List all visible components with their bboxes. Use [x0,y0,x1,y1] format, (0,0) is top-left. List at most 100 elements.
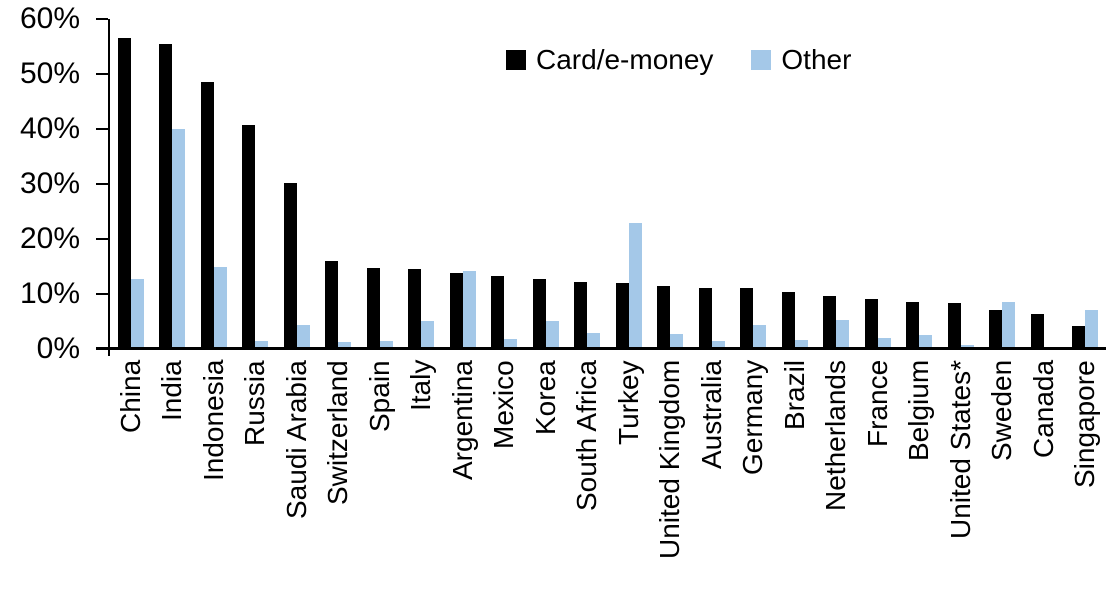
card-e-money-bar [117,38,131,347]
x-label-cell: Indonesia [193,360,235,592]
other-bar [130,279,144,347]
x-axis-line [96,347,1106,350]
bar-group-russia [235,17,277,347]
y-axis-tick-label: 10% [19,277,80,310]
x-label-cell: Netherlands [816,360,858,592]
other-bar [919,335,933,347]
legend: Card/e-money Other [506,44,851,76]
card-e-money-bar [698,288,712,347]
other-bar [711,341,725,347]
x-label-cell: Mexico [484,360,526,592]
other-bar [172,129,186,347]
card-e-money-bar [823,296,837,347]
x-axis-category-label: South Africa [571,360,603,511]
bar-group-italy [401,17,443,347]
bar-group-germany [733,17,775,347]
x-axis-category-label: Switzerland [322,360,354,505]
other-bar [877,338,891,347]
x-axis-category-label: India [156,360,188,421]
bar-group-south-africa [567,17,609,347]
bar-group-sweden [982,17,1024,347]
bar-group-korea [525,17,567,347]
other-bar [960,345,974,347]
y-axis-tick [96,128,108,130]
other-bar [836,320,850,347]
other-bar [1085,310,1099,347]
card-e-money-bar [574,282,588,347]
other-bar [628,223,642,347]
x-label-cell: Spain [359,360,401,592]
legend-label: Card/e-money [536,44,714,75]
x-axis-category-label: Spain [363,360,395,432]
bar-group-saudi-arabia [276,17,318,347]
x-axis-category-label: Netherlands [820,360,852,511]
x-label-cell: Australia [691,360,733,592]
x-axis-category-label: Turkey [612,360,644,445]
y-axis-tick-label: 30% [19,167,80,200]
card-e-money-bar [159,44,173,347]
x-axis-category-label: Australia [695,360,727,469]
legend-label: Other [781,44,852,75]
y-axis-tick-label: 0% [36,332,80,365]
bar-group-netherlands [816,17,858,347]
card-e-money-bar [781,292,795,347]
x-label-cell: Italy [401,360,443,592]
x-axis-category-label: Brazil [778,360,810,431]
bar-group-singapore [1065,17,1107,347]
x-label-cell: Korea [525,360,567,592]
x-label-cell: Turkey [608,360,650,592]
bar-group-india [152,17,194,347]
x-label-cell: Saudi Arabia [276,360,318,592]
card-e-money-bar [283,183,297,347]
y-axis-tick-label: 40% [19,112,80,145]
x-axis-labels: China India Indonesia Russia Saudi Arabia Swi… [110,360,1106,592]
bar-group-australia [691,17,733,347]
x-label-cell: South Africa [567,360,609,592]
x-label-cell: Switzerland [318,360,360,592]
x-label-cell: India [152,360,194,592]
card-e-money-bar [1030,314,1044,347]
x-axis-category-label: Mexico [488,360,520,449]
other-bar [338,342,352,347]
legend-item-other: Other [751,44,851,76]
card-e-money-bar [947,303,961,347]
card-e-money-bar [615,283,629,347]
card-e-money-bar [449,273,463,347]
x-axis-category-label: Korea [529,360,561,435]
bar-group-belgium [899,17,941,347]
other-swatch-icon [751,50,772,70]
card-e-money-bar [864,299,878,347]
other-bar [1002,302,1016,347]
card-e-money-bar [200,82,214,347]
x-axis-category-label: China [114,360,146,434]
y-axis-line [108,19,110,356]
other-bar [670,334,684,347]
bar-group-france [857,17,899,347]
y-axis-tick-label: 60% [19,2,80,35]
card-e-money-bar [1072,326,1086,347]
other-bar [504,339,518,347]
legend-item-card-e-money: Card/e-money [506,44,713,76]
bar-group-spain [359,17,401,347]
x-label-cell: Belgium [899,360,941,592]
x-axis-category-label: Sweden [986,360,1018,462]
y-axis-tick [96,18,108,20]
card-e-money-bar [657,286,671,347]
x-label-cell: Singapore [1065,360,1107,592]
x-label-cell: Germany [733,360,775,592]
y-axis-tick [96,293,108,295]
card-e-money-bar [740,288,754,347]
x-label-cell: Sweden [982,360,1024,592]
other-bar [421,321,435,347]
other-bar [794,340,808,347]
y-axis-tick [96,73,108,75]
card-e-money-bar [366,268,380,347]
bar-group-canada [1023,17,1065,347]
bar-group-china [110,17,152,347]
bar-group-mexico [484,17,526,347]
x-axis-category-label: United States* [944,360,976,539]
card-e-money-bar [408,269,422,347]
card-e-money-bar [491,276,505,347]
bar-group-argentina [442,17,484,347]
